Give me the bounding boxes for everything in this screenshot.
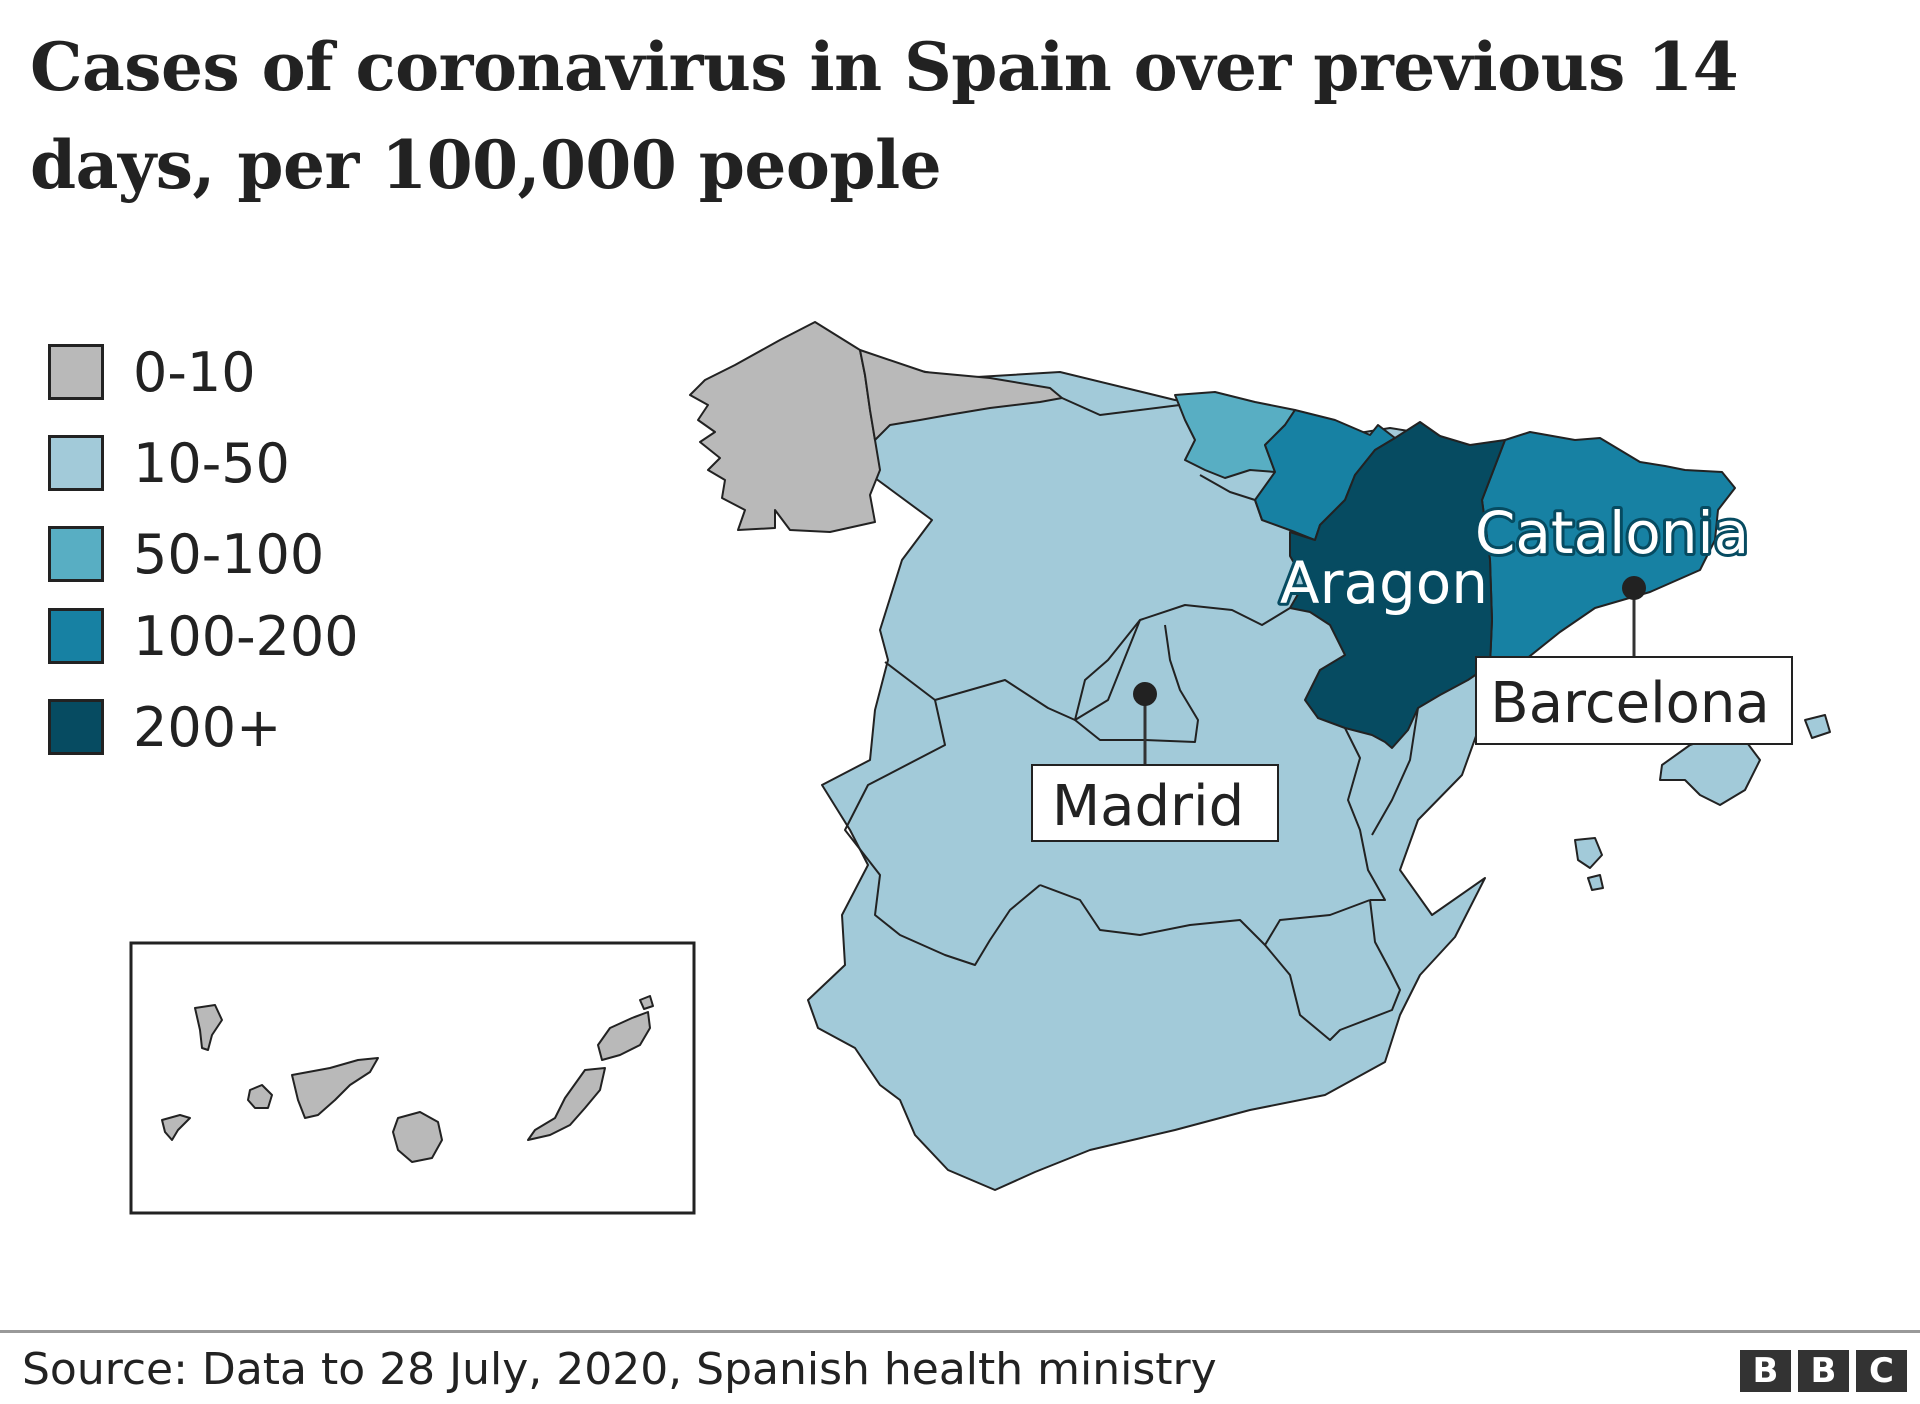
canary-islands [161, 995, 654, 1163]
barcelona-pin [1622, 576, 1646, 600]
border-extremadura [844, 699, 1041, 966]
legend-label-100-200: 100-200 [133, 604, 359, 668]
legend-swatch-200-plus [48, 699, 104, 755]
map-region-mallorca [1659, 734, 1761, 806]
map-region-ibiza [1574, 837, 1603, 869]
region-borders [844, 397, 1419, 1041]
legend-label-50-100: 50-100 [133, 522, 325, 586]
island-fuerteventura [527, 1067, 606, 1141]
border-la-rioja [1199, 474, 1263, 521]
border-valencia [1371, 707, 1419, 836]
bbc-logo-letter-3: C [1856, 1350, 1907, 1392]
border-murcia [1264, 899, 1401, 1041]
barcelona-label-box [1475, 656, 1793, 745]
legend-item-10-50: 10-50 [48, 432, 359, 495]
source-note: Source: Data to 28 July, 2020, Spanish h… [22, 1344, 1217, 1395]
legend-swatch-50-100 [48, 526, 104, 582]
border-castilla-la-mancha [1039, 884, 1371, 946]
bbc-logo: B B C [1740, 1350, 1907, 1392]
island-tenerife [291, 1057, 379, 1119]
map-region-galicia [689, 321, 881, 533]
legend-swatch-100-200 [48, 608, 104, 664]
bbc-logo-letter-1: B [1740, 1350, 1791, 1392]
legend-item-50-100: 50-100 [48, 523, 359, 586]
legend-item-0-10: 0-10 [48, 341, 359, 404]
madrid-label: Madrid [1052, 774, 1244, 839]
legend-item-200-plus: 200+ [48, 696, 359, 759]
legend-item-100-200: 100-200 [48, 605, 359, 668]
madrid-pin [1133, 682, 1157, 706]
footer-divider [0, 1330, 1920, 1333]
legend: 0-10 10-50 50-100 100-200 200+ [48, 341, 359, 790]
island-la-gomera [247, 1084, 273, 1109]
legend-label-200-plus: 200+ [133, 695, 282, 759]
map-region-asturias [859, 349, 1063, 441]
madrid-label-box [1031, 764, 1279, 842]
legend-label-0-10: 0-10 [133, 340, 256, 404]
bbc-logo-letter-2: B [1798, 1350, 1849, 1392]
island-el-hierro [161, 1114, 191, 1141]
barcelona-label: Barcelona [1490, 671, 1769, 736]
island-graciosa [639, 995, 654, 1010]
aragon-label: Aragon [1280, 549, 1488, 617]
map-region-basque [1174, 391, 1296, 479]
map-region-menorca [1804, 714, 1831, 739]
spain-map: Madrid Barcelona Catalonia Aragon [129, 321, 1831, 1215]
island-gran-canaria [392, 1111, 443, 1163]
map-region-formentera [1587, 874, 1604, 891]
catalonia-label: Catalonia [1475, 499, 1749, 567]
canary-inset-box [129, 941, 696, 1215]
chart-title: Cases of coronavirus in Spain over previ… [30, 28, 1739, 204]
border-castilla-leon [884, 604, 1291, 721]
border-castilla-la-mancha-east [1344, 727, 1386, 901]
island-lanzarote [597, 1011, 651, 1061]
legend-swatch-0-10 [48, 344, 104, 400]
legend-swatch-10-50 [48, 435, 104, 491]
legend-label-10-50: 10-50 [133, 431, 290, 495]
island-la-palma [194, 1004, 223, 1051]
border-cantabria [1061, 397, 1181, 416]
